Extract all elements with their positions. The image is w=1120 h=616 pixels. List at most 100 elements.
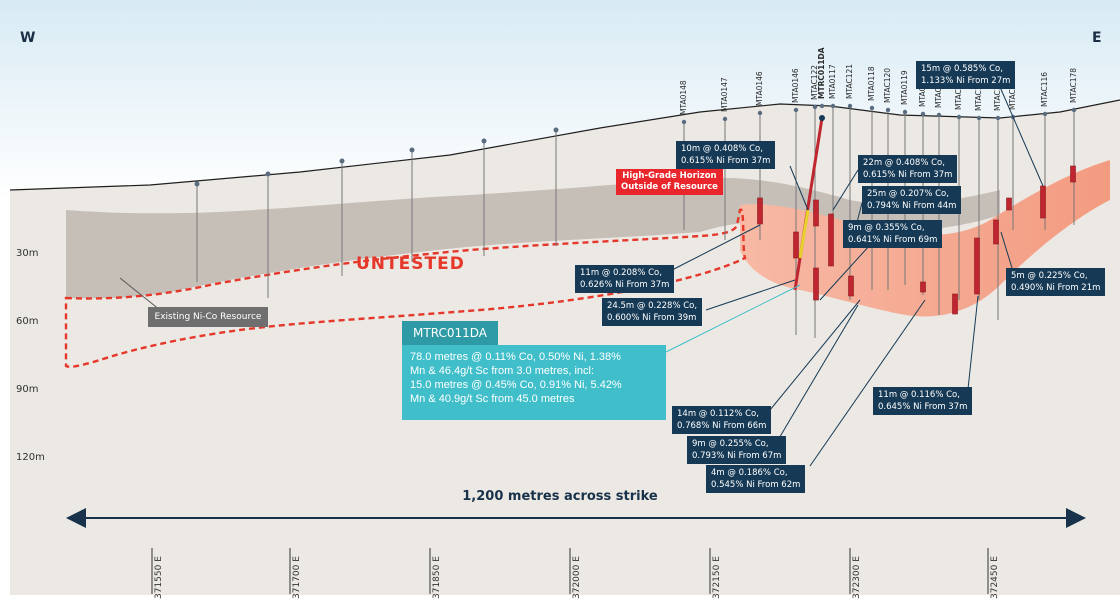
depth-label-60: 60m (16, 316, 39, 327)
callout-leader (809, 299, 926, 467)
drill-hole-collar (793, 107, 799, 113)
intercept-callout: 5m @ 0.225% Co, 0.490% Ni From 21m (1006, 268, 1106, 296)
surface-line (9, 99, 1120, 191)
intercept-segment (793, 231, 799, 259)
callout-leader (777, 304, 859, 441)
untested-outline (64, 208, 747, 368)
mtrc-leader (665, 284, 801, 353)
drill-hole-traces (194, 103, 1077, 338)
drill-hole-collar (1071, 107, 1077, 113)
drill-hole-collar (869, 105, 875, 111)
intercept-callout: 9m @ 0.255% Co, 0.793% Ni From 67m (687, 436, 787, 464)
easting-label: 371550 E (154, 556, 164, 599)
drill-hole-collar (481, 138, 487, 144)
easting-label: 372300 E (852, 556, 862, 599)
callout-leader (671, 224, 761, 271)
intercept-segment (828, 213, 834, 267)
drill-hole-collar (995, 115, 1001, 121)
drill-hole-collar (819, 103, 825, 109)
intercept-callout: 4m @ 0.186% Co, 0.545% Ni From 62m (706, 465, 806, 493)
intercept-callout: 10m @ 0.408% Co, 0.615% Ni From 37m (676, 141, 776, 169)
drill-hole-collar (339, 158, 345, 164)
drill-hole-label: MTA0148 (679, 80, 688, 115)
easting-ticks (151, 548, 989, 594)
depth-label-30: 30m (16, 248, 39, 259)
intercept-segment (757, 197, 763, 225)
intercept-segment (974, 237, 980, 295)
drill-hole-collar (1042, 111, 1048, 117)
mtrc011da-collar (819, 115, 825, 121)
existing-resource-label: Existing Ni-Co Resource (148, 307, 268, 327)
intercept-segment (952, 293, 958, 315)
east-label: E (1092, 30, 1102, 46)
intercept-segment (993, 219, 999, 245)
drill-hole-collar (830, 103, 836, 109)
callout-leader (967, 295, 979, 390)
drill-hole-label: MTA0119 (900, 70, 909, 105)
intercept-callout: 14m @ 0.112% Co, 0.768% Ni From 66m (672, 406, 772, 434)
intercept-segment (920, 281, 926, 293)
drill-hole-collar (902, 109, 908, 115)
drill-hole-collar (956, 114, 962, 120)
drill-hole-collar (936, 112, 942, 118)
drill-hole-label: MTRC011DA (817, 47, 826, 99)
drill-hole-collar (409, 147, 415, 153)
mtrc011da-title: MTRC011DA (402, 321, 498, 345)
drill-hole-label: MTAC121 (845, 63, 854, 99)
drill-hole-collar (681, 119, 687, 125)
mtrc011da-text: 78.0 metres @ 0.11% Co, 0.50% Ni, 1.38% … (410, 351, 622, 405)
across-strike-label: 1,200 metres across strike (462, 489, 658, 504)
mtrc011da-trace (793, 117, 824, 291)
drill-hole-collar (194, 181, 200, 187)
drill-hole-collar (885, 107, 891, 113)
drill-hole-collar (553, 127, 559, 133)
easting-label: 372450 E (990, 556, 1000, 599)
drill-hole-collar (976, 115, 982, 121)
depth-label-120: 120m (16, 452, 45, 463)
intercept-callout: 11m @ 0.208% Co, 0.626% Ni From 37m (575, 265, 675, 293)
drill-hole-label: MTAC120 (883, 67, 892, 103)
intercept-callout: 22m @ 0.408% Co, 0.615% Ni From 37m (858, 155, 958, 183)
intercept-segment (813, 199, 819, 227)
callout-leader (789, 165, 809, 211)
intercept-callout: 24.5m @ 0.228% Co, 0.600% Ni From 39m (602, 298, 703, 326)
intercept-callout: 9m @ 0.355% Co, 0.641% Ni From 69m (843, 220, 943, 248)
callout-leader (705, 279, 796, 311)
intercept-segment (848, 275, 854, 297)
intercept-callout: 25m @ 0.207% Co, 0.794% Ni From 44m (862, 186, 962, 214)
mtrc011da-high-grade (798, 209, 810, 259)
intercept-segment (813, 267, 819, 301)
callout-leader (832, 169, 859, 211)
drill-hole-label: MTAC116 (1040, 71, 1049, 107)
depth-label-90: 90m (16, 384, 39, 395)
intercept-segment (1040, 185, 1046, 219)
west-label: W (20, 30, 36, 46)
drill-hole-label: MTA0146 (791, 68, 800, 103)
drill-hole-label: MTA0118 (867, 66, 876, 101)
intercept-segment (1070, 165, 1076, 183)
high-grade-label: High-Grade Horizon Outside of Resource (616, 169, 723, 195)
resource-leader (119, 277, 161, 311)
callout-leader (999, 86, 1044, 187)
drill-hole-collar (847, 103, 853, 109)
mtrc011da-box (402, 345, 666, 420)
drill-hole-collar (757, 110, 763, 116)
drill-hole-label: MTA0117 (828, 64, 837, 99)
callout-leader (769, 299, 861, 411)
easting-label: 371700 E (292, 556, 302, 599)
easting-label: 371850 E (432, 556, 442, 599)
untested-label: UNTESTED (356, 254, 465, 274)
intercept-callout: 15m @ 0.585% Co, 1.133% Ni From 27m (916, 61, 1016, 89)
drill-hole-label: MTA0147 (720, 77, 729, 112)
intercept-callout: 11m @ 0.116% Co, 0.645% Ni From 37m (873, 387, 973, 415)
easting-label: 372000 E (572, 556, 582, 599)
drill-hole-label: MTA0146 (755, 71, 764, 106)
drill-hole-collar (265, 171, 271, 177)
intercept-segment (1006, 197, 1012, 211)
drill-hole-label: MTAC178 (1069, 67, 1078, 103)
easting-label: 372150 E (712, 556, 722, 599)
drill-hole-collar (722, 116, 728, 122)
callout-leader (1000, 231, 1013, 269)
